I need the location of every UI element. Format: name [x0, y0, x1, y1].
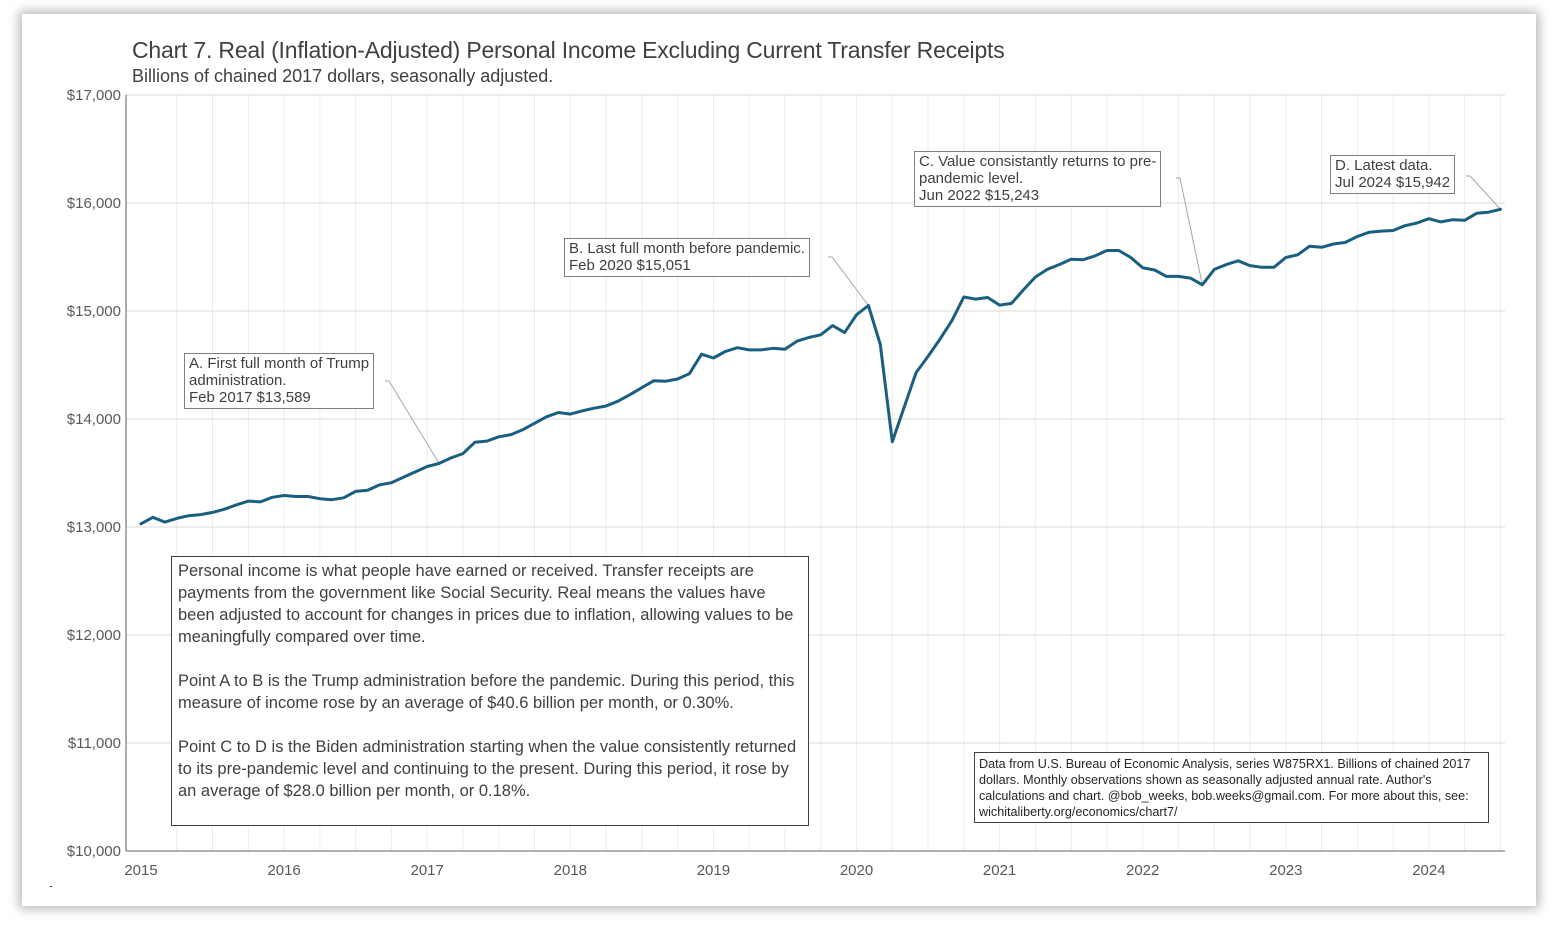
- y-tick-label: $15,000: [67, 303, 121, 320]
- annotation-c-line-3: Jun 2022 $15,243: [919, 187, 1040, 204]
- annotation-c: C. Value consistantly returns to pre- pa…: [914, 151, 1162, 207]
- chart-subtitle: Billions of chained 2017 dollars, season…: [132, 66, 554, 86]
- x-tick-label: 2023: [1269, 862, 1302, 879]
- x-tick-label: 2021: [983, 862, 1016, 879]
- source-note-box: Data from U.S. Bureau of Economic Analys…: [974, 752, 1489, 823]
- annotation-a-line-3: Feb 2017 $13,589: [189, 389, 311, 406]
- source-note-text: Data from U.S. Bureau of Economic Analys…: [979, 757, 1471, 819]
- annotation-b-line-2: Feb 2020 $15,051: [569, 257, 691, 274]
- annotation-d-line-2: Jul 2024 $15,942: [1335, 174, 1451, 191]
- note-paragraph-definition: Personal income is what people have earn…: [178, 562, 794, 646]
- leader-line-b: [828, 256, 869, 306]
- leader-line-a: [385, 380, 440, 464]
- series-line: [139, 207, 1502, 526]
- y-axis-ticks: $10,000 $11,000 $12,000 $13,000 $14,000 $15,0…: [67, 87, 121, 860]
- annotation-c-line-1: C. Value consistantly returns to pre-: [919, 153, 1157, 170]
- x-tick-label: 2015: [124, 862, 157, 879]
- x-tick-label: 2019: [697, 862, 730, 879]
- x-tick-label: 2017: [411, 862, 444, 879]
- annotation-a-line-1: A. First full month of Trump: [189, 355, 370, 372]
- annotation-a-line-2: administration.: [189, 372, 287, 389]
- y-tick-label: $12,000: [67, 627, 121, 644]
- annotation-d: D. Latest data. Jul 2024 $15,942: [1330, 155, 1456, 194]
- x-axis-ticks: 2015 2016 2017 2018 2019 2020 2021 2022 2023 2024: [124, 862, 1445, 879]
- annotation-c-line-2: pandemic level.: [919, 170, 1024, 187]
- y-tick-label: $17,000: [67, 87, 121, 104]
- leader-line-d: [1466, 175, 1501, 210]
- leader-line-c: [1176, 177, 1203, 285]
- y-tick-label: $10,000: [67, 843, 121, 860]
- x-tick-label: 2018: [554, 862, 587, 879]
- annotation-d-line-1: D. Latest data.: [1335, 157, 1433, 174]
- x-tick-label: 2024: [1412, 862, 1445, 879]
- note-paragraph-trump: Point A to B is the Trump administration…: [178, 672, 795, 712]
- explanation-note-box: Personal income is what people have earn…: [171, 556, 809, 826]
- x-tick-label: 2020: [840, 862, 873, 879]
- chart-title: Chart 7. Real (Inflation-Adjusted) Perso…: [132, 37, 1005, 63]
- annotation-leader-lines: [385, 175, 1501, 464]
- x-tick-label: 2022: [1126, 862, 1159, 879]
- annotation-a: A. First full month of Trump administrat…: [184, 353, 375, 409]
- y-tick-label: $14,000: [67, 411, 121, 428]
- annotation-b: B. Last full month before pandemic. Feb …: [564, 238, 810, 277]
- axes: [125, 95, 1505, 852]
- note-paragraph-biden: Point C to D is the Biden administration…: [178, 738, 797, 800]
- annotation-b-line-1: B. Last full month before pandemic.: [569, 240, 805, 257]
- y-tick-label: $16,000: [67, 195, 121, 212]
- stray-mark: [50, 886, 52, 887]
- y-tick-label: $13,000: [67, 519, 121, 536]
- y-tick-label: $11,000: [68, 735, 121, 752]
- x-tick-label: 2016: [267, 862, 300, 879]
